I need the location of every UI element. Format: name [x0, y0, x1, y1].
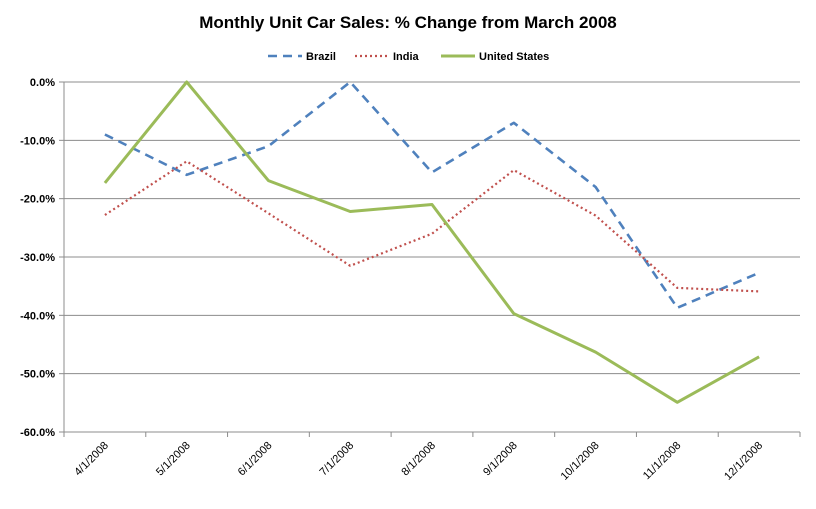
y-tick-label: 0.0% [30, 77, 55, 89]
data-point [594, 214, 597, 217]
data-point [512, 121, 515, 124]
data-point [676, 306, 679, 309]
data-point [758, 290, 761, 293]
data-point [349, 81, 352, 84]
data-point [349, 210, 352, 213]
legend-label: India [393, 51, 420, 63]
data-point [594, 351, 597, 354]
x-tick-label: 12/1/2008 [722, 440, 765, 483]
x-tick-label: 7/1/2008 [318, 440, 357, 479]
series-line-united-states [103, 80, 760, 404]
data-point [431, 171, 434, 174]
x-tick-label: 4/1/2008 [72, 440, 111, 479]
data-point [103, 214, 106, 217]
y-tick-label: -50.0% [20, 369, 55, 381]
data-point [676, 286, 679, 289]
data-point [267, 145, 270, 148]
gridlines [64, 81, 800, 375]
x-tick-label: 10/1/2008 [559, 440, 602, 483]
legend-label: United States [479, 51, 549, 63]
data-point [758, 271, 761, 274]
data-point [349, 264, 352, 267]
x-tick-label: 5/1/2008 [154, 440, 193, 479]
x-axis: 4/1/2008 5/1/2008 6/1/2008 7/1/2008 8/1/2008… [63, 431, 801, 483]
data-point [185, 81, 188, 84]
chart-title: Monthly Unit Car Sales: % Change from Ma… [199, 13, 617, 32]
data-point [512, 312, 515, 315]
data-point [758, 355, 761, 358]
series-line-brazil [104, 80, 760, 310]
y-tick-label: -20.0% [20, 194, 55, 206]
data-point [185, 160, 188, 163]
data-point [676, 401, 679, 404]
data-point [431, 203, 434, 206]
data-point [267, 179, 270, 182]
x-tick-label: 6/1/2008 [236, 440, 275, 479]
x-tick-label: 9/1/2008 [481, 440, 520, 479]
y-tick-label: -30.0% [20, 252, 55, 264]
x-tick-label: 11/1/2008 [641, 440, 684, 483]
y-tick-label: -10.0% [20, 135, 55, 147]
series-line-india [104, 160, 760, 293]
y-tick-label: -60.0% [20, 427, 55, 439]
data-point [103, 181, 106, 184]
series-lines [103, 80, 761, 404]
y-axis: 0.0% -10.0% -20.0% -30.0% -40.0% -50.0% -60.0% [20, 77, 65, 439]
y-tick-label: -40.0% [20, 310, 55, 322]
data-point [594, 186, 597, 189]
data-point [185, 173, 188, 176]
x-tick-label: 8/1/2008 [399, 440, 438, 479]
data-point [431, 232, 434, 235]
legend-label: Brazil [306, 51, 336, 63]
data-point [267, 212, 270, 215]
data-point [103, 133, 106, 136]
data-point [512, 169, 515, 172]
legend: Brazil India United States [268, 51, 549, 63]
